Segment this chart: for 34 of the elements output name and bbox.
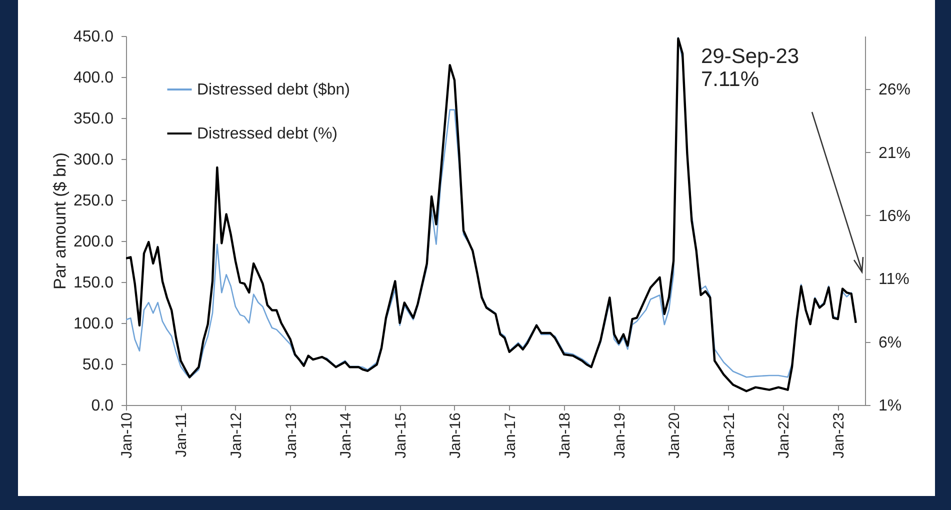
y-tick-label: 50.0 bbox=[82, 356, 114, 374]
y2-tick-label: 11% bbox=[878, 271, 910, 288]
y2-tick-label: 1% bbox=[878, 398, 902, 414]
x-tick-label: Jan-14 bbox=[338, 412, 355, 458]
y-tick-label: 350.0 bbox=[73, 110, 114, 128]
x-tick-label: Jan-15 bbox=[392, 412, 410, 458]
y-tick-label: 0.0 bbox=[91, 398, 114, 414]
y2-tick-label: 26% bbox=[878, 82, 911, 99]
x-tick-label: Jan-11 bbox=[173, 412, 190, 458]
y-tick-label: 200.0 bbox=[73, 234, 114, 250]
x-tick-label: Jan-20 bbox=[666, 412, 684, 458]
y-tick-label: 450.0 bbox=[73, 28, 114, 46]
y-tick-label: 300.0 bbox=[73, 152, 114, 168]
x-tick-label: Jan-10 bbox=[118, 412, 136, 458]
y-axis-title: Par amount ($ bn) bbox=[50, 152, 70, 290]
y-tick-label: 100.0 bbox=[73, 316, 114, 332]
y2-tick-label: 6% bbox=[878, 334, 902, 352]
x-tick-label: Jan-22 bbox=[776, 412, 793, 458]
x-tick-label: Jan-18 bbox=[556, 412, 574, 458]
y2-tick-label: 21% bbox=[878, 144, 911, 162]
x-tick-label: Jan-21 bbox=[720, 412, 738, 458]
x-tick-label: Jan-17 bbox=[502, 412, 519, 458]
x-tick-label: Jan-13 bbox=[282, 412, 300, 458]
annotation: 29-Sep-23 7.11% bbox=[701, 45, 800, 91]
y-tick-label: 400.0 bbox=[73, 70, 114, 86]
y-tick-label: 150.0 bbox=[73, 274, 114, 292]
y-tick-label: 250.0 bbox=[73, 192, 114, 210]
x-tick-label: Jan-12 bbox=[228, 412, 245, 458]
x-tick-label: Jan-23 bbox=[830, 412, 848, 458]
y2-tick-label: 16% bbox=[878, 208, 911, 225]
legend-label: Distressed debt (%) bbox=[197, 126, 338, 142]
x-tick-label: Jan-19 bbox=[611, 412, 628, 458]
x-tick-label: Jan-16 bbox=[446, 412, 464, 458]
legend-label: Distressed debt ($bn) bbox=[197, 82, 350, 98]
